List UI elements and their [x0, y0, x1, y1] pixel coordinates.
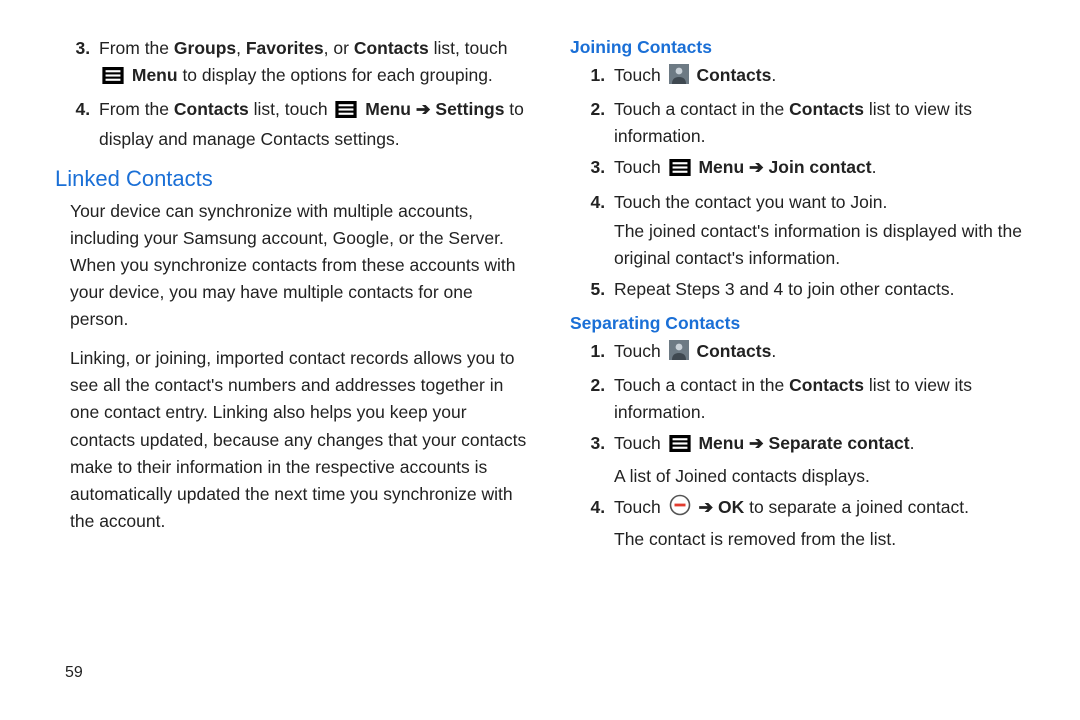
text: Join contact	[769, 157, 872, 177]
text: .	[910, 433, 915, 453]
arrow: ➔	[744, 433, 768, 453]
text: The joined contact's information is disp…	[614, 218, 1045, 272]
text: Touch	[614, 157, 666, 177]
text: Touch a contact in the	[614, 99, 789, 119]
text: Menu	[132, 65, 178, 85]
linked-contacts-heading: Linked Contacts	[55, 166, 530, 192]
separating-contacts-heading: Separating Contacts	[570, 313, 1045, 334]
paragraph: Linking, or joining, imported contact re…	[70, 345, 530, 535]
right-column: Joining Contacts Touch Contacts. Touch a…	[555, 35, 1045, 720]
text: Touch	[614, 497, 666, 517]
text: Contacts	[174, 99, 249, 119]
list-item: Touch ➔ OK to separate a joined contact.…	[610, 494, 1045, 553]
joining-contacts-heading: Joining Contacts	[570, 37, 1045, 58]
text: .	[771, 65, 776, 85]
text: The contact is removed from the list.	[614, 526, 1045, 553]
text: Menu	[698, 433, 744, 453]
arrow: ➔	[411, 99, 435, 119]
arrow: ➔	[744, 157, 768, 177]
separating-steps: Touch Contacts. Touch a contact in the C…	[570, 338, 1045, 553]
menu-icon	[669, 157, 691, 184]
left-column: From the Groups, Favorites, or Contacts …	[55, 35, 555, 720]
text: A list of Joined contacts displays.	[614, 463, 1045, 490]
text: Menu	[698, 157, 744, 177]
text: Groups	[174, 38, 236, 58]
list-item: Touch a contact in the Contacts list to …	[610, 372, 1045, 426]
text: .	[872, 157, 877, 177]
text: Contacts	[696, 65, 771, 85]
text: ,	[236, 38, 246, 58]
text: Contacts	[789, 99, 864, 119]
intro-steps: From the Groups, Favorites, or Contacts …	[55, 35, 530, 154]
list-item: Repeat Steps 3 and 4 to join other conta…	[610, 276, 1045, 303]
text: Contacts	[789, 375, 864, 395]
manual-page: From the Groups, Favorites, or Contacts …	[0, 0, 1080, 720]
text: Touch	[614, 341, 666, 361]
list-item: Touch Contacts.	[610, 338, 1045, 368]
menu-icon	[669, 433, 691, 460]
text: Touch the contact you want to Join.	[614, 192, 887, 212]
minus-circle-icon	[669, 494, 691, 524]
text: .	[771, 341, 776, 361]
text: Settings	[435, 99, 504, 119]
text: to separate a joined contact.	[744, 497, 969, 517]
text: list, touch	[429, 38, 508, 58]
text: Touch	[614, 433, 666, 453]
contact-icon	[669, 340, 689, 368]
arrow: ➔	[698, 497, 718, 517]
text: Contacts	[354, 38, 429, 58]
text: Touch	[614, 65, 666, 85]
list-item: Touch a contact in the Contacts list to …	[610, 96, 1045, 150]
text: OK	[718, 497, 744, 517]
list-item: From the Contacts list, touch Menu ➔ Set…	[95, 96, 530, 153]
text: Favorites	[246, 38, 324, 58]
joining-steps: Touch Contacts. Touch a contact in the C…	[570, 62, 1045, 303]
list-item: Touch Contacts.	[610, 62, 1045, 92]
menu-icon	[335, 99, 357, 126]
list-item: Touch the contact you want to Join. The …	[610, 189, 1045, 272]
paragraph: Your device can synchronize with multipl…	[70, 198, 530, 334]
menu-icon	[102, 65, 124, 92]
text: Separate contact	[769, 433, 910, 453]
list-item: From the Groups, Favorites, or Contacts …	[95, 35, 530, 92]
text: Menu	[365, 99, 411, 119]
text: , or	[324, 38, 354, 58]
text: From the	[99, 99, 174, 119]
list-item: Touch Menu ➔ Separate contact. A list of…	[610, 430, 1045, 489]
text: Touch a contact in the	[614, 375, 789, 395]
list-item: Touch Menu ➔ Join contact.	[610, 154, 1045, 184]
text: list, touch	[249, 99, 333, 119]
text: to display the options for each grouping…	[178, 65, 493, 85]
contact-icon	[669, 64, 689, 92]
text: Contacts	[696, 341, 771, 361]
page-number: 59	[65, 664, 83, 682]
text: From the	[99, 38, 174, 58]
